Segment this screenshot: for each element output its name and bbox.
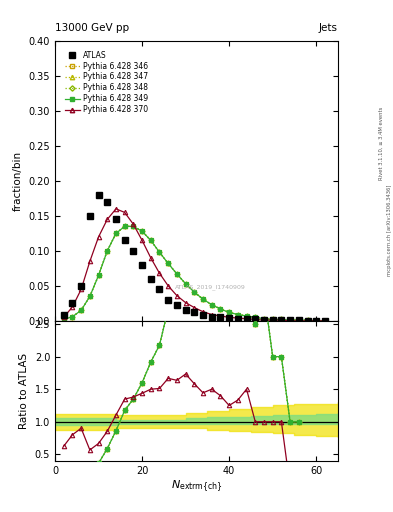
Y-axis label: Ratio to ATLAS: Ratio to ATLAS — [19, 353, 29, 429]
Text: Rivet 3.1.10, ≥ 3.4M events: Rivet 3.1.10, ≥ 3.4M events — [379, 106, 384, 180]
Y-axis label: fraction/bin: fraction/bin — [13, 151, 23, 211]
Legend: ATLAS, Pythia 6.428 346, Pythia 6.428 347, Pythia 6.428 348, Pythia 6.428 349, P: ATLAS, Pythia 6.428 346, Pythia 6.428 34… — [62, 48, 151, 117]
Text: mcplots.cern.ch [arXiv:1306.3436]: mcplots.cern.ch [arXiv:1306.3436] — [387, 185, 391, 276]
Text: ATLAS_2019_I1740909: ATLAS_2019_I1740909 — [175, 285, 246, 290]
Text: 13000 GeV pp: 13000 GeV pp — [55, 23, 129, 33]
X-axis label: $N_\mathrm{extrm\{ch\}}$: $N_\mathrm{extrm\{ch\}}$ — [171, 478, 222, 495]
Text: Jets: Jets — [319, 23, 338, 33]
